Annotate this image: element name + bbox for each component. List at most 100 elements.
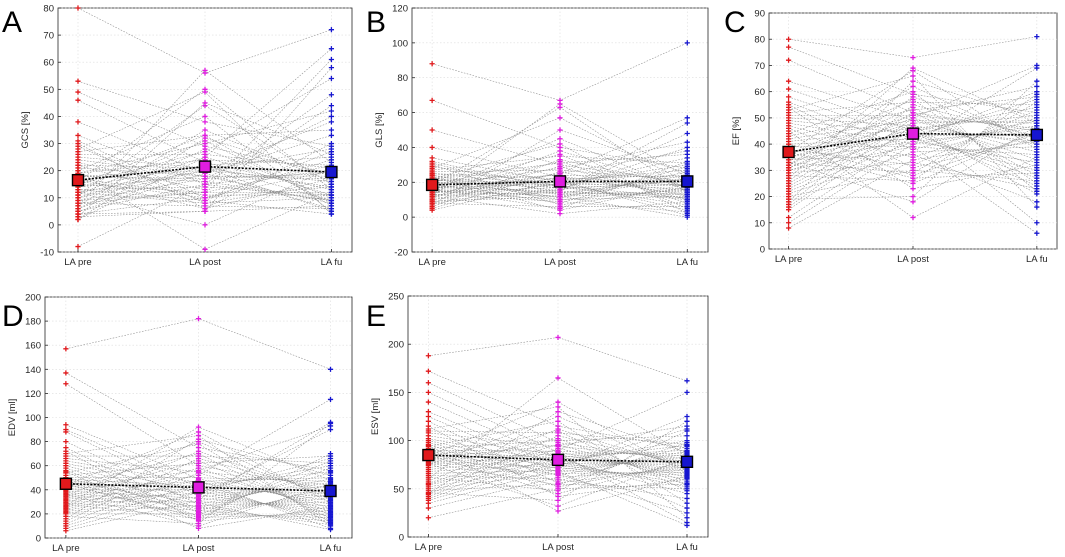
mean-marker-pre (71, 173, 85, 187)
data-point-fu (328, 119, 335, 125)
data-point-post (555, 334, 561, 341)
y-axis-label: GCS [%] (20, 112, 31, 149)
data-point-fu (328, 211, 335, 217)
data-point-pre (429, 61, 435, 67)
y-tick-label: 200 (25, 293, 41, 304)
subject-trajectory (432, 194, 688, 213)
data-point-fu (328, 192, 335, 198)
x-tick-label: LA pre (775, 254, 802, 265)
subject-trajectory (428, 392, 688, 468)
data-point-pre (63, 528, 69, 534)
mean-marker-post (553, 175, 567, 188)
data-point-pre (785, 207, 792, 213)
x-tick-label: LA pre (415, 542, 442, 553)
data-point-post (202, 246, 208, 252)
subject-trajectory (65, 383, 331, 489)
x-tick-label: LA post (542, 542, 574, 553)
subject-trajectory (77, 102, 332, 217)
y-tick-label: 0 (49, 220, 54, 231)
mean-marker-post (198, 160, 212, 173)
data-point-post (557, 197, 563, 203)
y-tick-label: 60 (43, 58, 54, 69)
subject-trajectory (432, 173, 688, 192)
subject-trajectory (65, 483, 331, 521)
subject-trajectory (432, 166, 688, 200)
y-tick-label: 30 (43, 139, 54, 150)
data-point-pre (63, 429, 69, 435)
subject-trajectory (65, 458, 331, 522)
data-point-pre (75, 189, 81, 195)
data-point-fu (684, 433, 690, 439)
data-point-pre (425, 353, 431, 359)
data-point-fu (1034, 78, 1040, 84)
data-point-pre (75, 5, 81, 11)
data-point-post (557, 104, 563, 110)
data-point-fu (684, 495, 690, 502)
data-point-pre (75, 132, 81, 139)
chart-e: 0 50 100 150 200 250 LA pre LA post LA fu ESV [ml… (370, 292, 709, 553)
data-point-fu (328, 27, 335, 33)
y-tick-label: 140 (25, 365, 41, 376)
data-point-fu (328, 56, 335, 63)
subject-trajectory (432, 162, 688, 195)
data-point-fu (328, 75, 335, 82)
data-point-post (910, 214, 916, 221)
data-point-pre (429, 144, 435, 151)
data-point-fu (328, 46, 335, 52)
subject-trajectory (788, 107, 1037, 176)
y-tick-label: 20 (754, 192, 765, 203)
subject-trajectory (65, 438, 331, 519)
subject-trajectory (432, 175, 688, 188)
subject-trajectory (432, 188, 688, 200)
mean-marker-fu (325, 165, 338, 179)
data-point-fu (684, 505, 690, 511)
data-point-fu (1034, 204, 1040, 210)
data-point-pre (425, 389, 431, 395)
data-point-pre (63, 439, 69, 445)
subject-trajectory (432, 117, 688, 183)
data-point-post (555, 418, 561, 424)
data-point-post (910, 180, 916, 187)
data-point-pre (425, 500, 431, 506)
data-point-fu (1034, 230, 1040, 236)
data-point-fu (327, 366, 334, 372)
y-tick-label: 60 (397, 108, 408, 119)
panel-e: E 0 50 100 150 200 250 LA pre LA post LA fu ESV [… (362, 285, 717, 557)
data-point-pre (75, 78, 81, 84)
y-tick-label: 180 (25, 317, 41, 328)
data-point-post (557, 136, 563, 142)
y-tick-label: 0 (399, 533, 404, 544)
data-point-post (910, 193, 916, 200)
chart-d: 0 20 40 60 80 100 120 140 160 180 200 LA pre LA post… (7, 293, 353, 554)
subject-trajectory (788, 107, 1037, 189)
subject-trajectory (77, 173, 332, 201)
y-tick-label: 50 (754, 113, 765, 124)
data-point-pre (425, 380, 431, 386)
subject-trajectory (432, 188, 688, 218)
y-tick-label: 160 (25, 341, 41, 352)
data-point-fu (328, 92, 335, 98)
data-point-fu (684, 115, 690, 121)
subject-trajectory (788, 80, 1037, 202)
data-point-post (557, 127, 563, 133)
data-point-fu (684, 418, 690, 424)
y-tick-label: 80 (30, 437, 41, 448)
y-tick-label: 100 (25, 413, 41, 424)
data-point-fu (1034, 65, 1040, 71)
subject-trajectory (65, 458, 331, 529)
subject-trajectory (432, 175, 688, 181)
y-tick-label: 70 (754, 61, 765, 72)
data-point-post (195, 525, 202, 531)
data-point-fu (684, 188, 690, 194)
data-point-fu (328, 108, 335, 114)
data-point-pre (425, 399, 431, 405)
subject-trajectory (77, 129, 332, 152)
data-point-post (910, 78, 916, 84)
subject-trajectory (65, 435, 331, 527)
y-tick-label: 80 (754, 35, 765, 46)
data-point-post (555, 399, 561, 405)
y-tick-label: 20 (43, 166, 54, 177)
data-point-fu (684, 214, 690, 220)
mean-line (788, 132, 1037, 153)
subject-trajectory (77, 178, 332, 196)
